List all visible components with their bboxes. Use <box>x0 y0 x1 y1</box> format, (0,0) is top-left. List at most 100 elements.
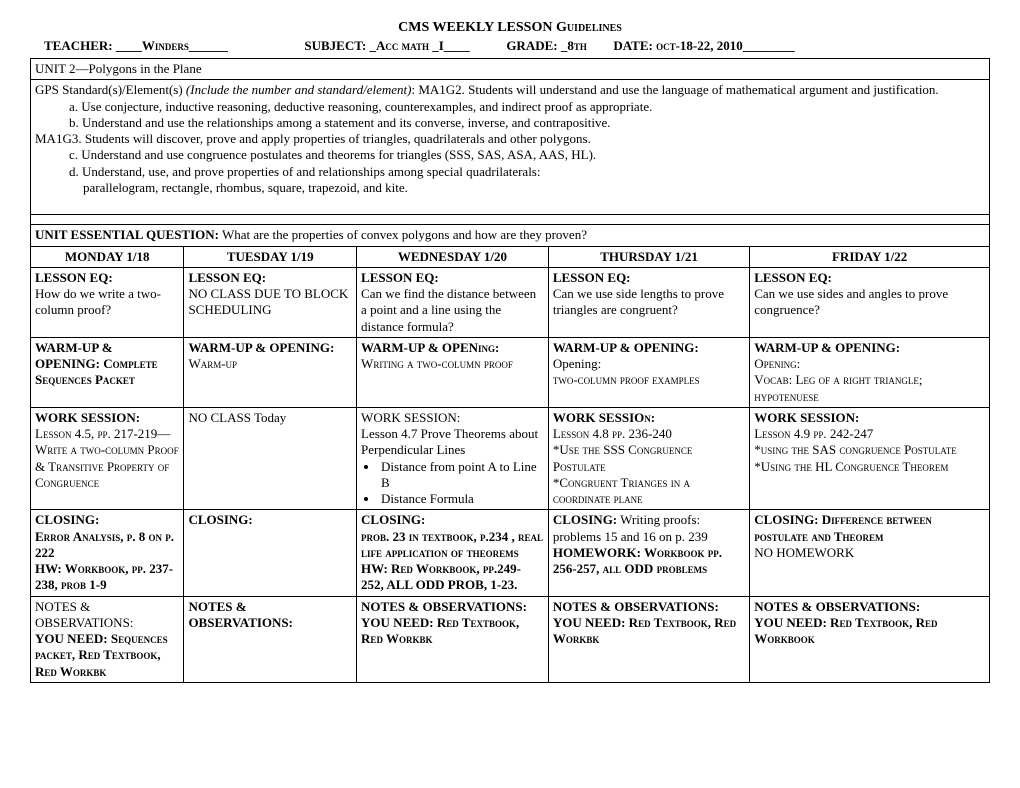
closing-fri: CLOSING: Difference between postulate an… <box>750 510 990 596</box>
work-mon: WORK SESSION: Lesson 4.5, pp. 217-219— W… <box>31 407 184 510</box>
work-thu-label1: WORK SESSIO <box>553 410 644 425</box>
standard-d: d. Understand, use, and prove properties… <box>35 164 985 180</box>
subject-label: SUBJECT: <box>304 38 366 53</box>
warmup-tue-body: Warm-up <box>188 356 352 372</box>
closing-label: CLOSING: <box>35 512 179 528</box>
lesson-eq-label: LESSON EQ: <box>361 270 544 286</box>
closing-wed-l2b: 252, ALL ODD PROB, 1-23. <box>361 577 544 593</box>
day-mon: MONDAY 1/18 <box>31 246 184 267</box>
warmup-wed-label2: ing: <box>478 340 499 355</box>
warmup-wed-body: Writing a two-column proof <box>361 356 544 372</box>
notes-thu: NOTES & OBSERVATIONS: YOU NEED: Red Text… <box>548 596 749 682</box>
closing-label: CLOSING: <box>754 512 818 527</box>
closing-tue: CLOSING: <box>184 510 357 596</box>
lesson-table: UNIT 2—Polygons in the Plane GPS Standar… <box>30 58 990 683</box>
essential-question-cell: UNIT ESSENTIAL QUESTION: What are the pr… <box>31 225 990 246</box>
work-wed-b2: Distance Formula <box>379 491 544 507</box>
eq-text: What are the properties of convex polygo… <box>219 227 587 242</box>
work-fri-label: WORK SESSION: <box>754 410 985 426</box>
notes-row: NOTES & OBSERVATIONS: YOU NEED: Sequence… <box>31 596 990 682</box>
closing-mon-l1: Error Analysis, p. 8 on p. 222 <box>35 529 179 562</box>
unit-title-cell: UNIT 2—Polygons in the Plane <box>31 59 990 80</box>
teacher-label: TEACHER: <box>44 38 113 53</box>
grade-value: _8th <box>561 38 587 53</box>
warmup-tue-label: WARM-UP & OPENING: <box>188 340 352 356</box>
closing-thu: CLOSING: Writing proofs: problems 15 and… <box>548 510 749 596</box>
closing-label: CLOSING: <box>553 512 617 527</box>
lesson-eq-label: LESSON EQ: <box>754 270 985 286</box>
standards-lead-label: GPS Standard(s)/Element(s) <box>35 82 183 97</box>
work-thu: WORK SESSIOn: Lesson 4.8 pp. 236-240 *Us… <box>548 407 749 510</box>
notes-wed-label: NOTES & OBSERVATIONS: <box>361 599 544 615</box>
notes-thu-body: YOU NEED: Red Textbook, Red Workbk <box>553 615 745 648</box>
closing-label: CLOSING: <box>361 512 544 528</box>
lesson-eq-fri: LESSON EQ: Can we use sides and angles t… <box>750 267 990 337</box>
warmup-fri: WARM-UP & OPENING: Opening: Vocab: Leg o… <box>750 337 990 407</box>
notes-fri-label: NOTES & OBSERVATIONS: <box>754 599 985 615</box>
work-wed-label: WORK SESSION: <box>361 410 544 426</box>
closing-fri-hw: NO HOMEWORK <box>754 545 985 561</box>
warmup-row: WARM-UP & OPENING: Complete Sequences Pa… <box>31 337 990 407</box>
work-fri-l1: Lesson 4.9 pp. 242-247 <box>754 426 985 442</box>
work-wed: WORK SESSION: Lesson 4.7 Prove Theorems … <box>357 407 549 510</box>
warmup-fri-body: Vocab: Leg of a right triangle; hypotenu… <box>754 372 985 405</box>
lesson-eq-thu-text: Can we use side lengths to prove triangl… <box>553 286 745 319</box>
lesson-eq-thu: LESSON EQ: Can we use side lengths to pr… <box>548 267 749 337</box>
warmup-thu-body: two-column proof examples <box>553 372 745 388</box>
page-title: CMS WEEKLY LESSON Guidelines <box>30 20 990 36</box>
work-session-row: WORK SESSION: Lesson 4.5, pp. 217-219— W… <box>31 407 990 510</box>
work-tue-text: NO CLASS Today <box>188 410 352 426</box>
standard-a: a. Use conjecture, inductive reasoning, … <box>35 99 985 115</box>
notes-mon-label: NOTES & OBSERVATIONS: <box>35 599 179 632</box>
lesson-eq-fri-text: Can we use sides and angles to prove con… <box>754 286 985 319</box>
lesson-eq-mon-text: How do we write a two-column proof? <box>35 286 179 319</box>
standards-lead-italic-text: (Include the number and standard/element… <box>186 82 412 97</box>
closing-mon-l2: HW: Workbook, pp. 237-238, prob 1-9 <box>35 561 179 594</box>
work-tue: NO CLASS Today <box>184 407 357 510</box>
date-value: oct-18-22, 2010________ <box>656 38 795 53</box>
work-wed-b1: Distance from point A to Line B <box>379 459 544 492</box>
work-mon-l2: Write a two-column Proof & Transitive Pr… <box>35 442 179 491</box>
days-header-row: MONDAY 1/18 TUESDAY 1/19 WEDNESDAY 1/20 … <box>31 246 990 267</box>
day-wed: WEDNESDAY 1/20 <box>357 246 549 267</box>
work-thu-l2: *Use the SSS Congruence Postulate <box>553 442 745 475</box>
lesson-eq-tue-text: NO CLASS DUE TO BLOCK SCHEDULING <box>188 286 352 319</box>
lesson-eq-label: LESSON EQ: <box>553 270 745 286</box>
work-wed-l1: Lesson 4.7 Prove Theorems about Perpendi… <box>361 426 544 459</box>
work-mon-label: WORK SESSION: <box>35 410 179 426</box>
warmup-fri-label: WARM-UP & OPENING: <box>754 340 985 356</box>
notes-tue: NOTES & OBSERVATIONS: <box>184 596 357 682</box>
lesson-eq-row: LESSON EQ: How do we write a two-column … <box>31 267 990 337</box>
closing-wed: CLOSING: prob. 23 in textbook, p.234 , r… <box>357 510 549 596</box>
closing-mon: CLOSING: Error Analysis, p. 8 on p. 222 … <box>31 510 184 596</box>
lesson-eq-mon: LESSON EQ: How do we write a two-column … <box>31 267 184 337</box>
work-thu-l3: *Congruent Trianges in a coordinate plan… <box>553 475 745 508</box>
notes-fri-body: YOU NEED: Red Textbook, Red Workbook <box>754 615 985 648</box>
closing-label: CLOSING: <box>188 512 352 528</box>
warmup-tue: WARM-UP & OPENING: Warm-up <box>184 337 357 407</box>
closing-wed-l1: prob. 23 in textbook, p.234 , real life … <box>361 529 544 562</box>
work-thu-l1: Lesson 4.8 pp. 236-240 <box>553 426 745 442</box>
day-tue: TUESDAY 1/19 <box>184 246 357 267</box>
subject-value: _Acc math _I____ <box>370 38 470 53</box>
lesson-eq-label: LESSON EQ: <box>35 270 179 286</box>
warmup-thu-open: Opening: <box>553 356 745 372</box>
warmup-thu-label: WARM-UP & OPENING: <box>553 340 745 356</box>
work-mon-l1: Lesson 4.5, pp. 217-219— <box>35 426 179 442</box>
grade-label: GRADE: <box>506 38 557 53</box>
closing-row: CLOSING: Error Analysis, p. 8 on p. 222 … <box>31 510 990 596</box>
notes-fri: NOTES & OBSERVATIONS: YOU NEED: Red Text… <box>750 596 990 682</box>
warmup-mon-label: WARM-UP & OPENING: Complete Sequences Pa… <box>35 340 179 389</box>
work-thu-label2: n: <box>644 410 655 425</box>
warmup-thu: WARM-UP & OPENING: Opening: two-column p… <box>548 337 749 407</box>
date-label: DATE: <box>613 38 652 53</box>
spacer-cell <box>31 215 990 225</box>
notes-wed: NOTES & OBSERVATIONS: YOU NEED: Red Text… <box>357 596 549 682</box>
closing-wed-l2a: HW: Red Workbook, pp.249- <box>361 561 521 576</box>
warmup-wed: WARM-UP & OPENing: Writing a two-column … <box>357 337 549 407</box>
work-fri: WORK SESSION: Lesson 4.9 pp. 242-247 *us… <box>750 407 990 510</box>
lesson-eq-tue: LESSON EQ: NO CLASS DUE TO BLOCK SCHEDUL… <box>184 267 357 337</box>
warmup-wed-label1: WARM-UP & OPEN <box>361 340 478 355</box>
notes-wed-body: YOU NEED: Red Textbook, Red Workbk <box>361 615 544 648</box>
warmup-fri-open: Opening: <box>754 356 985 372</box>
